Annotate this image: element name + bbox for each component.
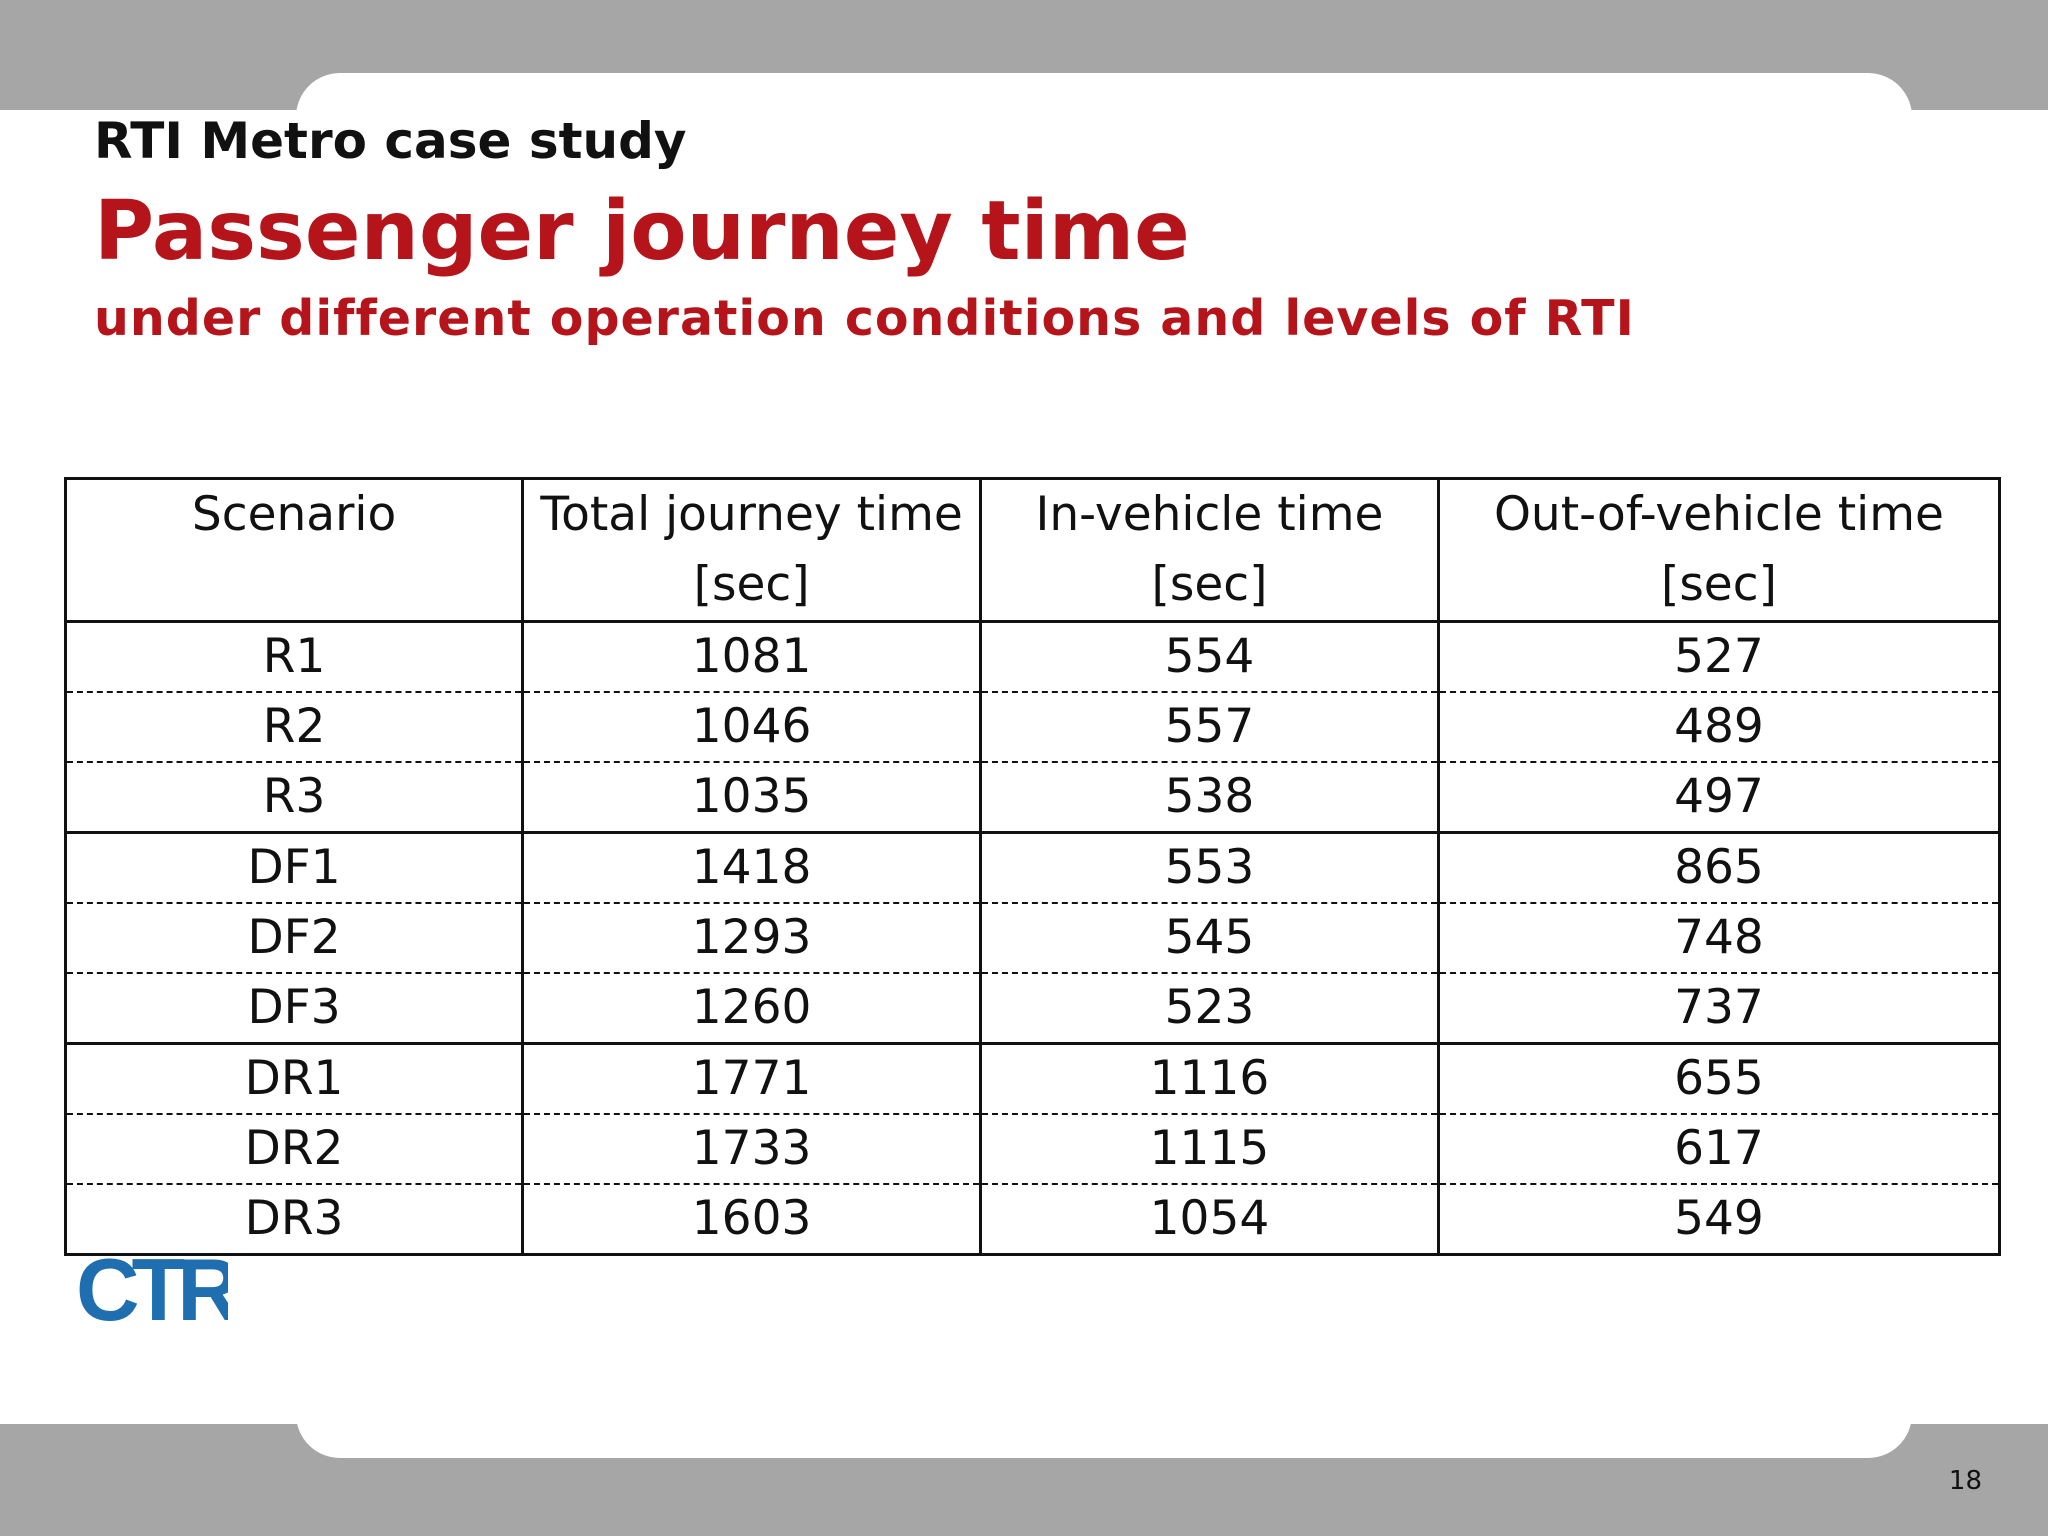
table-header-row: Scenario Total journey time [sec] In-veh…: [63, 477, 2002, 623]
header-line2: [sec]: [1660, 557, 1777, 612]
ctr-logo-mark: CTR: [76, 1240, 247, 1339]
cell-out-of-vehicle: 497: [1436, 762, 2002, 834]
cell-total: 1081: [521, 621, 983, 693]
page-number: 18: [1948, 1466, 1982, 1496]
cell-in-vehicle: 545: [979, 903, 1440, 974]
cell-total: 1035: [521, 762, 983, 834]
cell-total: 1603: [521, 1184, 983, 1256]
cell-scenario: DR2: [63, 1114, 525, 1185]
page-title: Passenger journey time: [94, 184, 1190, 279]
cell-scenario: DR3: [63, 1184, 525, 1256]
header-line1: Out-of-vehicle time: [1493, 487, 1944, 542]
header-total-journey-time: Total journey time [sec]: [521, 477, 983, 623]
cell-in-vehicle: 523: [979, 973, 1440, 1045]
table-row: R1 1081 554 527: [63, 621, 2002, 693]
cell-scenario: DR1: [63, 1043, 525, 1115]
cell-total: 1260: [521, 973, 983, 1045]
header-line2: [sec]: [1151, 557, 1268, 612]
table-row: R2 1046 557 489: [63, 692, 2002, 763]
table-row: DR3 1603 1054 549: [63, 1184, 2002, 1256]
cell-scenario: DF1: [63, 832, 525, 904]
cell-out-of-vehicle: 737: [1436, 973, 2002, 1045]
cell-total: 1046: [521, 692, 983, 763]
cell-in-vehicle: 557: [979, 692, 1440, 763]
cell-total: 1771: [521, 1043, 983, 1115]
cell-scenario: R2: [63, 692, 525, 763]
cell-in-vehicle: 1116: [979, 1043, 1440, 1115]
table-row: DF3 1260 523 737: [63, 973, 2002, 1045]
table-row: DR1 1771 1116 655: [63, 1043, 2002, 1115]
cell-scenario: R1: [63, 621, 525, 693]
case-study-label: RTI Metro case study: [94, 112, 687, 170]
header-scenario: Scenario: [63, 477, 525, 623]
table-row: DF1 1418 553 865: [63, 832, 2002, 904]
cell-out-of-vehicle: 865: [1436, 832, 2002, 904]
header-line1: Scenario: [191, 487, 397, 542]
cell-in-vehicle: 553: [979, 832, 1440, 904]
ctr-logo: CTR: [76, 1240, 247, 1339]
page-subtitle: under different operation conditions and…: [94, 290, 1635, 347]
cell-total: 1293: [521, 903, 983, 974]
cell-out-of-vehicle: 748: [1436, 903, 2002, 974]
header-line2: [sec]: [693, 557, 810, 612]
cell-scenario: R3: [63, 762, 525, 834]
cell-in-vehicle: 554: [979, 621, 1440, 693]
cell-in-vehicle: 538: [979, 762, 1440, 834]
header-line1: Total journey time: [540, 487, 963, 542]
cell-out-of-vehicle: 655: [1436, 1043, 2002, 1115]
header-in-vehicle-time: In-vehicle time [sec]: [979, 477, 1440, 623]
cell-out-of-vehicle: 617: [1436, 1114, 2002, 1185]
cell-total: 1733: [521, 1114, 983, 1185]
cell-out-of-vehicle: 549: [1436, 1184, 2002, 1256]
ctr-logo-text: CTR: [76, 1250, 228, 1330]
cell-out-of-vehicle: 527: [1436, 621, 2002, 693]
cell-in-vehicle: 1054: [979, 1184, 1440, 1256]
table-row: DF2 1293 545 748: [63, 903, 2002, 974]
cell-scenario: DF2: [63, 903, 525, 974]
cell-out-of-vehicle: 489: [1436, 692, 2002, 763]
header-line1: In-vehicle time: [1035, 487, 1384, 542]
cell-total: 1418: [521, 832, 983, 904]
journey-time-table: Scenario Total journey time [sec] In-veh…: [63, 477, 2002, 1256]
cell-in-vehicle: 1115: [979, 1114, 1440, 1185]
cell-scenario: DF3: [63, 973, 525, 1045]
table-row: DR2 1733 1115 617: [63, 1114, 2002, 1185]
table-row: R3 1035 538 497: [63, 762, 2002, 834]
header-out-of-vehicle-time: Out-of-vehicle time [sec]: [1436, 477, 2002, 623]
